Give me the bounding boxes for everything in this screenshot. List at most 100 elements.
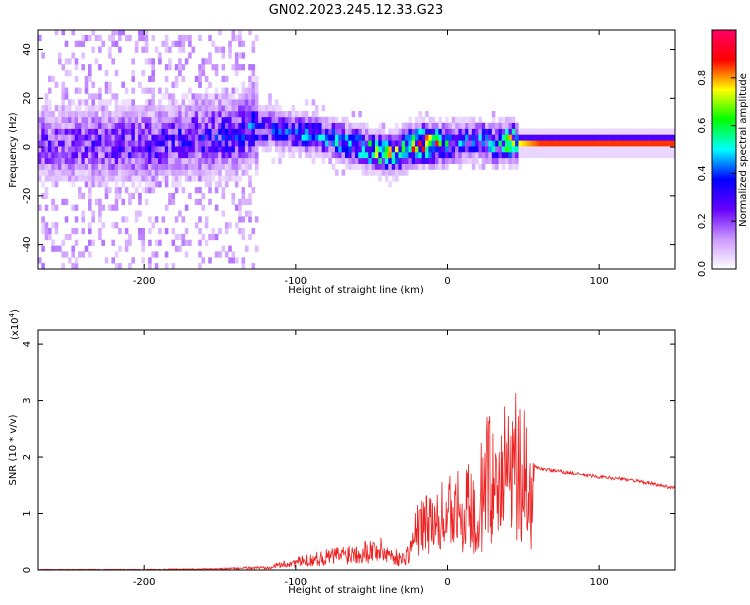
- spectrogram-cell: [84, 151, 89, 159]
- spectrogram-cell: [214, 251, 219, 258]
- spectrogram-cell: [141, 70, 145, 77]
- spectrogram-cell: [291, 134, 296, 141]
- spectrogram-cell: [114, 204, 119, 211]
- spectrogram-cell: [134, 111, 139, 118]
- spectrogram-cell: [221, 163, 226, 170]
- spectrogram-cell: [495, 151, 499, 159]
- spectrogram-cell: [64, 116, 69, 123]
- spectrogram-cell: [61, 198, 65, 205]
- spectrogram-cell: [595, 128, 599, 135]
- spectrogram-cell: [214, 64, 219, 71]
- spectrogram-cell: [478, 122, 482, 129]
- spectrogram-cell: [144, 163, 149, 170]
- spectrogram-cell: [461, 140, 466, 147]
- spectrogram-cell: [51, 239, 55, 246]
- spectrogram-cell: [398, 169, 402, 176]
- spectrogram-cell: [78, 99, 82, 106]
- spectrogram-cell: [264, 134, 269, 141]
- spectrogram-cell: [441, 134, 446, 141]
- spectrogram-cell: [311, 122, 316, 129]
- spectrogram-cell: [208, 134, 212, 141]
- spectrogram-cell: [101, 140, 105, 147]
- spectrogram-cell: [94, 134, 99, 141]
- spectrogram-cell: [174, 233, 179, 241]
- spectrogram-cell: [271, 111, 276, 118]
- spectrogram-cell: [228, 93, 232, 100]
- spectrogram-cell: [64, 58, 69, 65]
- spectrogram-cell: [254, 116, 259, 123]
- spectrogram-cell: [48, 140, 52, 147]
- spectrogram-cell: [625, 151, 629, 159]
- spectrogram-cell: [248, 140, 252, 147]
- spectrogram-cell: [505, 128, 509, 135]
- spectrogram-cell: [198, 228, 202, 235]
- spectrogram-cell: [78, 40, 82, 47]
- spectrogram-cell: [174, 116, 179, 123]
- spectrogram-cell: [144, 181, 149, 188]
- spectrogram-cell: [131, 122, 135, 129]
- spectrogram-cell: [194, 105, 199, 112]
- spectrogram-cell: [198, 64, 202, 71]
- spectrogram-cell: [575, 151, 579, 159]
- spectrogram-cell: [114, 70, 119, 77]
- spectrogram-cell: [598, 151, 603, 159]
- spectrogram-cell: [408, 122, 412, 129]
- spectrogram-cell: [171, 181, 176, 188]
- spectrogram-cell: [198, 157, 202, 164]
- spectrogram-cell: [181, 64, 186, 71]
- spectrogram-cell: [505, 151, 509, 159]
- spectrogram-cell: [161, 216, 166, 223]
- spectrogram-cell: [578, 134, 583, 141]
- spectrogram-cell: [78, 128, 82, 135]
- spectrogram-cell: [151, 169, 155, 176]
- spectrogram-cell: [488, 134, 492, 141]
- spectrogram-cell: [508, 163, 513, 170]
- spectrogram-cell: [98, 151, 102, 159]
- spectrogram-cell: [608, 140, 613, 147]
- spectrogram-cell: [204, 111, 209, 118]
- spectrogram-cell: [274, 111, 279, 118]
- spectrogram-cell: [521, 128, 526, 135]
- spectrogram-cell: [128, 116, 132, 123]
- spectrogram-cell: [481, 134, 486, 141]
- spectrogram-cell: [398, 146, 402, 153]
- spectrogram-cell: [331, 128, 336, 135]
- spectrogram-cell: [218, 140, 222, 147]
- spectrogram-cell: [158, 58, 162, 65]
- spectrogram-cell: [88, 251, 92, 258]
- spectrogram-cell: [241, 40, 246, 47]
- spectrogram-cell: [605, 146, 609, 153]
- spectrogram-cell: [355, 128, 359, 135]
- spectrogram-cell: [435, 157, 439, 164]
- spectrogram-cell: [388, 169, 392, 176]
- spectrogram-cell: [54, 105, 59, 112]
- spectrogram-cell: [144, 87, 149, 94]
- spectrogram-cell: [121, 181, 125, 188]
- spectrogram-cell: [358, 122, 362, 129]
- spectrogram-cell: [411, 134, 416, 141]
- spectrogram-cell: [251, 140, 256, 147]
- spectrogram-cell: [248, 198, 252, 205]
- spectrogram-cell: [61, 146, 65, 153]
- spectrogram-cell: [328, 146, 332, 153]
- spectrogram-cell: [371, 157, 376, 164]
- spectrogram-cell: [231, 198, 236, 205]
- spectrogram-cell: [198, 187, 202, 194]
- spectrogram-cell: [178, 140, 182, 147]
- spectrogram-cell: [261, 105, 266, 112]
- spectrogram-cell: [88, 169, 92, 176]
- spectrogram-cell: [381, 151, 386, 159]
- spectrogram-cell: [228, 163, 232, 170]
- spectrogram-cell: [94, 116, 99, 123]
- spectrogram-cell: [545, 151, 549, 159]
- spectrogram-cell: [405, 134, 409, 141]
- spectrogram-cell: [535, 146, 539, 153]
- spectrogram-cell: [198, 263, 202, 269]
- spectrogram-cell: [635, 134, 639, 141]
- spectrogram-cell: [204, 175, 209, 182]
- spectrogram-cell: [168, 146, 172, 153]
- spectrogram-cell: [585, 134, 589, 141]
- spectrogram-x-tick-label: -100: [284, 276, 307, 287]
- spectrogram-cell: [291, 151, 296, 159]
- spectrogram-cell: [365, 169, 369, 176]
